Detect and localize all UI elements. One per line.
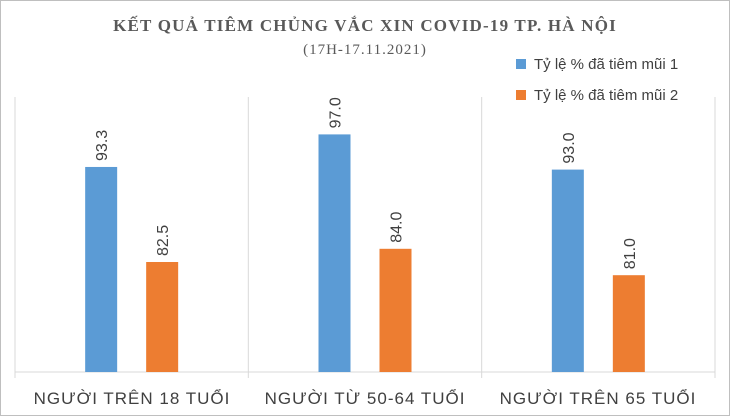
- bar-series-1-cat-2: [318, 134, 351, 372]
- plot-area: 93.3 82.5 97.0 84.0 93.0 81.0: [14, 97, 716, 378]
- legend-label-series-1: Tỷ lệ % đã tiêm mũi 1: [534, 56, 678, 73]
- category-label-3: NGƯỜI TRÊN 65 TUỔI: [500, 389, 697, 408]
- legend-swatch-series-1: [516, 59, 526, 69]
- chart-title: KẾT QUẢ TIÊM CHỦNG VẮC XIN COVID-19 TP. …: [113, 16, 617, 35]
- legend-swatch-series-2: [516, 90, 526, 100]
- category-label-1: NGƯỜI TRÊN 18 TUỔI: [34, 389, 231, 408]
- bar-series-1-cat-3: [551, 169, 584, 372]
- chart-subtitle: (17H-17.11.2021): [303, 42, 427, 58]
- data-label-series-2-cat-3: 81.0: [622, 238, 639, 269]
- legend-label-series-2: Tỷ lệ % đã tiêm mũi 2: [534, 87, 678, 104]
- category-label-2: NGƯỜI TỪ 50-64 TUỔI: [265, 389, 466, 408]
- data-label-series-1-cat-2: 97.0: [328, 97, 345, 128]
- legend: Tỷ lệ % đã tiêm mũi 1 Tỷ lệ % đã tiêm mũ…: [516, 56, 678, 104]
- data-label-series-2-cat-2: 84.0: [389, 212, 406, 243]
- bar-series-1-cat-1: [85, 166, 118, 372]
- bar-series-2-cat-1: [146, 262, 179, 372]
- data-label-series-1-cat-3: 93.0: [561, 132, 578, 163]
- data-label-series-1-cat-1: 93.3: [94, 130, 111, 161]
- data-label-series-2-cat-1: 82.5: [155, 225, 172, 256]
- bar-series-2-cat-3: [612, 275, 645, 372]
- bar-series-2-cat-2: [379, 248, 412, 372]
